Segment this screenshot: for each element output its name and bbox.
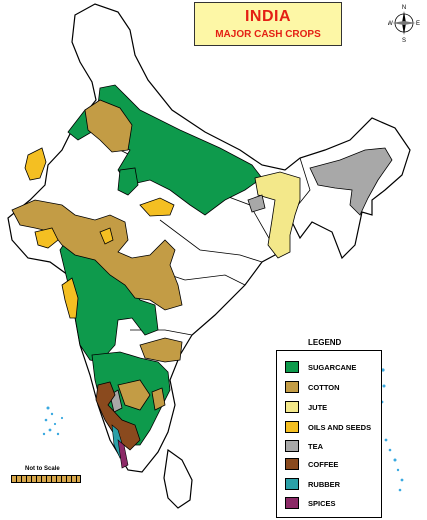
lakshadweep-islands	[42, 406, 64, 436]
legend-item-cotton: COTTON	[285, 380, 340, 394]
compass-south-label: S	[402, 38, 406, 43]
legend: SUGARCANE COTTON JUTE OILS AND SEEDS TEA…	[276, 350, 382, 518]
legend-swatch-cotton	[285, 381, 299, 393]
compass-icon: N S W E	[388, 5, 420, 43]
legend-label-oils-seeds: OILS AND SEEDS	[308, 422, 372, 432]
legend-title: LEGEND	[308, 338, 342, 347]
scale-label: Not to Scale	[25, 466, 60, 472]
legend-swatch-tea	[285, 440, 299, 452]
legend-label-tea: TEA	[308, 441, 323, 451]
legend-swatch-rubber	[285, 478, 299, 490]
legend-item-tea: TEA	[285, 439, 323, 453]
legend-item-rubber: RUBBER	[285, 477, 340, 491]
scale-bar-graphic	[11, 475, 81, 483]
legend-label-cotton: COTTON	[308, 382, 340, 392]
map-subtitle: MAJOR CASH CROPS	[215, 29, 321, 40]
legend-label-coffee: COFFEE	[308, 459, 339, 469]
legend-swatch-coffee	[285, 458, 299, 470]
legend-label-spices: SPICES	[308, 498, 336, 508]
legend-item-spices: SPICES	[285, 496, 336, 510]
legend-item-jute: JUTE	[285, 400, 327, 414]
legend-label-jute: JUTE	[308, 402, 328, 412]
legend-item-sugarcane: SUGARCANE	[285, 360, 356, 374]
compass-north-label: N	[402, 5, 406, 11]
legend-item-coffee: COFFEE	[285, 457, 338, 471]
legend-label-rubber: RUBBER	[308, 479, 341, 489]
compass-west-label: W	[388, 21, 393, 27]
sri-lanka	[163, 448, 193, 509]
legend-item-oils-seeds: OILS AND SEEDS	[285, 420, 371, 434]
spices-regions	[117, 439, 129, 469]
tea-regions	[109, 147, 393, 413]
legend-label-sugarcane: SUGARCANE	[308, 362, 357, 372]
legend-swatch-jute	[285, 401, 299, 413]
legend-swatch-oils-seeds	[285, 421, 299, 433]
legend-swatch-spices	[285, 497, 299, 509]
map-title: INDIA	[244, 8, 292, 25]
compass-east-label: E	[416, 21, 420, 27]
legend-swatch-sugarcane	[285, 361, 299, 373]
cotton-regions	[11, 99, 183, 411]
oils-seeds-regions	[24, 147, 175, 319]
coffee-regions	[95, 381, 141, 451]
jute-regions	[254, 171, 301, 259]
title-box: INDIA MAJOR CASH CROPS	[194, 2, 342, 46]
